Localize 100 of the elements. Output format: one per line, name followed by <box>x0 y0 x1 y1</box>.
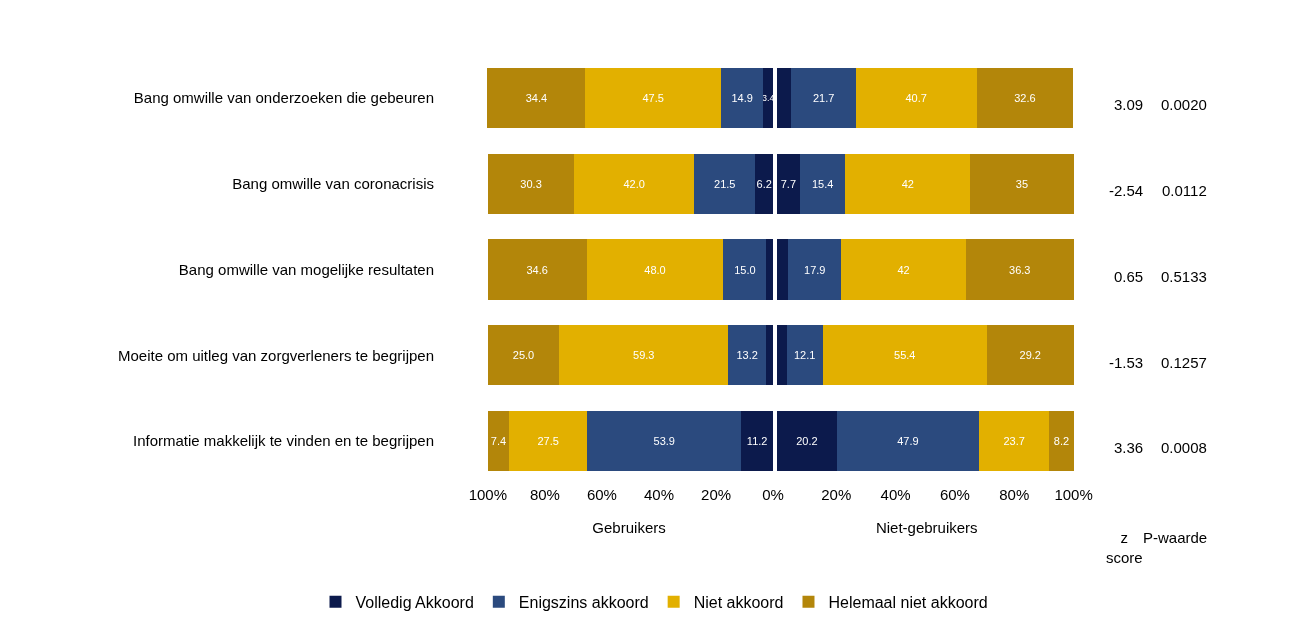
data-label: 40.7 <box>905 91 927 104</box>
bar <box>799 153 846 214</box>
data-label: 55.4 <box>894 349 916 362</box>
data-label: 15.0 <box>734 263 756 276</box>
text: 0.0008 <box>1161 439 1207 456</box>
bar <box>1049 411 1074 472</box>
data-label: 34.4 <box>525 91 548 104</box>
data-label: 21.7 <box>812 91 835 104</box>
data-label: 13.2 <box>736 349 758 362</box>
x-axis-title: Gebruikers <box>592 519 666 536</box>
text: 3.36 <box>1114 439 1144 456</box>
text: -1.53 <box>1109 354 1144 371</box>
bar <box>978 411 1050 472</box>
x-tick-label: 20% <box>821 486 852 503</box>
data-label: 12.1 <box>793 349 816 362</box>
x-tick-label: 40% <box>643 486 675 503</box>
bar <box>508 411 588 472</box>
bar <box>965 239 1074 300</box>
data-label: 29.2 <box>1019 349 1041 362</box>
bar <box>487 411 509 472</box>
x-tick-label: 0% <box>762 486 784 503</box>
bar <box>786 325 823 386</box>
data-label: 47.9 <box>897 435 919 448</box>
x-tick-label: 40% <box>880 486 911 503</box>
data-label: 53.9 <box>653 435 675 448</box>
data-label: 36.3 <box>1009 263 1031 276</box>
bar <box>788 239 842 300</box>
bar <box>976 67 1074 128</box>
text: z score <box>1106 529 1143 566</box>
bar <box>728 325 766 386</box>
bar <box>487 239 587 300</box>
data-label: 15.4 <box>811 177 834 190</box>
x-tick-label: 60% <box>586 486 617 503</box>
x-tick-label: 20% <box>701 486 732 503</box>
data-label: 8.2 <box>1053 435 1070 448</box>
bar <box>841 239 966 300</box>
data-label: 21.5 <box>714 177 736 190</box>
data-label: 59.3 <box>633 349 655 362</box>
bar <box>970 153 1074 214</box>
legend-label: Niet akkoord <box>693 593 784 611</box>
bar <box>855 67 977 128</box>
bar <box>776 67 792 128</box>
y-tick-label: Bang omwille van coronacrisis <box>232 174 435 192</box>
bar <box>766 239 774 300</box>
legend-label: Enigszins akkoord <box>518 593 649 611</box>
data-label: 32.6 <box>1014 91 1036 104</box>
bar <box>586 239 724 300</box>
bar <box>723 239 767 300</box>
data-label: 35 <box>1015 177 1029 190</box>
legend-label: Volledig Akkoord <box>355 593 474 611</box>
bar <box>776 153 800 214</box>
bar <box>587 411 742 472</box>
data-label: 42.0 <box>623 177 645 190</box>
bar <box>487 325 560 386</box>
bar <box>585 67 721 128</box>
data-label: 42 <box>897 263 910 276</box>
bar <box>487 153 575 214</box>
y-tick-label: Informatie makkelijk te vinden en te begrijpen <box>133 432 435 450</box>
text: 0.65 <box>1114 268 1144 285</box>
bar <box>845 153 971 214</box>
bar <box>776 325 787 386</box>
legend-label: Helemaal niet akkoord <box>828 593 988 611</box>
x-tick-label: 100% <box>1054 486 1093 503</box>
data-label: 11.2 <box>746 435 768 448</box>
y-tick-label: Moeite om uitleg van zorgverleners te begrijpen <box>118 346 435 364</box>
x-tick-label: 100% <box>468 486 508 503</box>
data-label: 47.5 <box>642 91 664 104</box>
text: 0.1257 <box>1161 354 1207 371</box>
bar <box>559 325 729 386</box>
y-tick-label: Bang omwille van onderzoeken die gebeuren <box>133 89 435 107</box>
bar <box>574 153 695 214</box>
bar <box>776 239 789 300</box>
bar <box>765 325 774 386</box>
data-label: 34.6 <box>526 263 548 276</box>
data-label: 17.9 <box>804 263 826 276</box>
bar <box>487 67 586 128</box>
text: 0.5133 <box>1161 268 1207 285</box>
text: 3.09 <box>1114 96 1144 113</box>
bar <box>694 153 756 214</box>
text: P-waarde <box>1143 529 1208 546</box>
data-label: 42 <box>901 177 914 190</box>
bar <box>822 325 987 386</box>
x-tick-label: 60% <box>939 486 970 503</box>
x-tick-label: 80% <box>999 486 1030 503</box>
data-label: 23.7 <box>1003 435 1025 448</box>
x-axis-title: Niet-gebruikers <box>875 519 978 536</box>
data-label: 27.5 <box>537 435 559 448</box>
data-label: 20.2 <box>796 435 818 448</box>
data-label: 48.0 <box>644 263 666 276</box>
text: 0.0020 <box>1161 96 1207 113</box>
data-label: 25.0 <box>512 349 535 362</box>
bar <box>791 67 856 128</box>
data-label: 30.3 <box>520 177 542 190</box>
text: -2.54 <box>1109 182 1144 199</box>
bar <box>755 153 774 214</box>
bar <box>720 67 764 128</box>
data-label: 7.7 <box>780 177 796 190</box>
bar <box>836 411 979 472</box>
x-tick-label: 80% <box>529 486 560 503</box>
bar <box>776 411 837 472</box>
